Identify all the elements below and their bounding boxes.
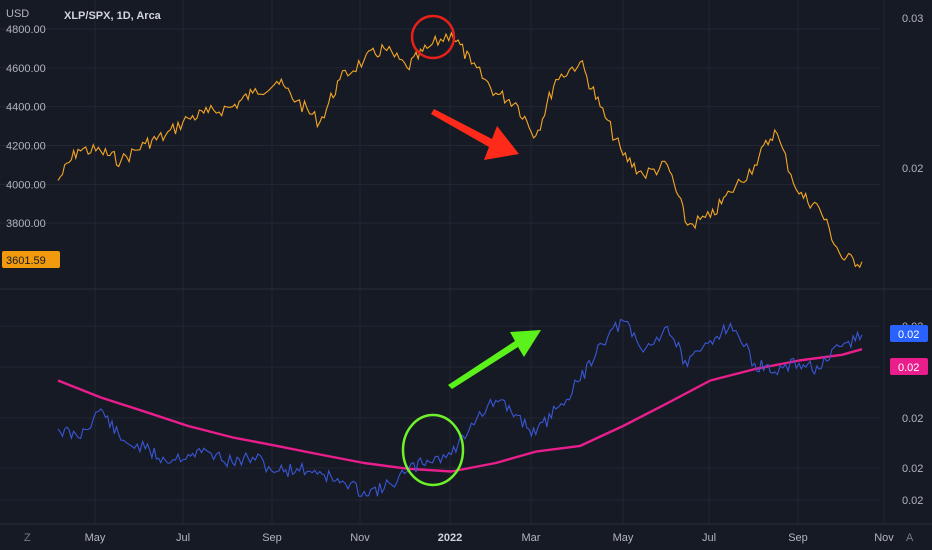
chart-grid [0,0,885,524]
price-tick-label: 4800.00 [6,24,46,36]
ma-badge-value: 0.02 [898,362,919,374]
ma-badge: 0.02 [890,358,928,375]
time-tick-label: Nov [350,532,370,544]
time-tick-label: Sep [262,532,282,544]
time-tick-label: Jul [702,532,716,544]
up-arrow-annotation [448,330,541,389]
ratio-axis-right-bottom: 0.020.020.020.020.02 [902,321,923,507]
ratio-tick-label: 0.02 [902,463,923,475]
time-tick-label: Jul [176,532,190,544]
price-tick-label: 4600.00 [6,63,46,75]
price-line [57,31,863,269]
time-tick-label: 2022 [438,532,462,544]
time-axis: May Jul Sep Nov 2022 Mar May Jul Sep Nov [85,532,895,544]
ratio-badge-value: 0.02 [898,329,919,341]
auto-scale-a-button[interactable]: A [906,532,914,544]
down-arrow-annotation [431,109,519,160]
ratio-axis-right-top: 0.03 0.02 [902,13,923,175]
time-tick-label: May [85,532,106,544]
symbol-title: XLP/SPX, 1D, Arca [64,10,162,22]
time-tick-label: Sep [788,532,808,544]
last-price-value: 3601.59 [6,255,46,267]
price-tick-label: 4000.00 [6,179,46,191]
moving-average-line [57,348,863,473]
price-tick-label: 4200.00 [6,141,46,153]
price-tick-label: 4400.00 [6,102,46,114]
time-tick-label: Nov [874,532,894,544]
last-price-badge: 3601.59 [2,251,60,268]
ratio-badge: 0.02 [890,325,928,342]
time-tick-label: Mar [522,532,541,544]
currency-label: USD [6,8,29,20]
ratio-tick-label: 0.02 [902,495,923,507]
ratio-tick-label: 0.03 [902,13,923,25]
price-tick-label: 3800.00 [6,218,46,230]
ratio-tick-label: 0.02 [902,413,923,425]
ratio-tick-label: 0.02 [902,163,923,175]
highlight-circle-bottom [401,413,465,487]
highlight-circle-top [410,14,456,60]
price-axis-left: 4800.00 4600.00 4400.00 4200.00 4000.00 3800.… [6,24,46,230]
auto-scale-z-button[interactable]: Z [24,532,31,544]
time-tick-label: May [613,532,634,544]
